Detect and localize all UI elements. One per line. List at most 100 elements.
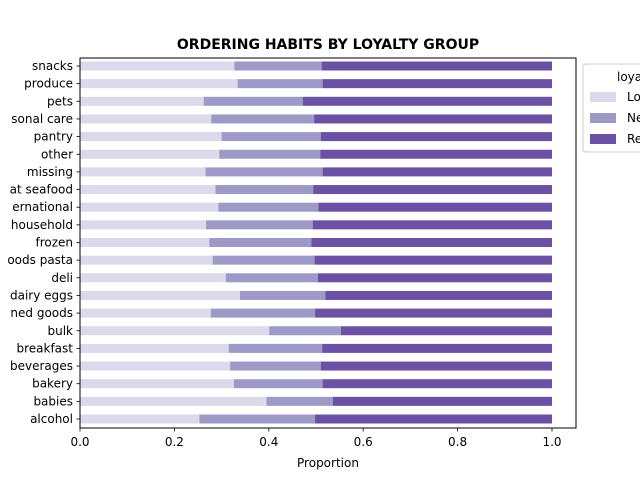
- y-ticks-group: alcohol babies bakery beverages breakfast bul…: [7, 59, 80, 426]
- y-tick-label: ernational: [12, 200, 73, 214]
- legend-swatch-1: [590, 113, 616, 123]
- bar-beverages-series-0: [80, 361, 231, 371]
- y-tick-label: bakery: [32, 377, 73, 391]
- x-tick-label: 1.0: [542, 435, 561, 449]
- y-tick-label: pantry: [34, 130, 73, 144]
- bar-other-series-1: [219, 149, 321, 159]
- bar-frozen-series-1: [209, 238, 312, 247]
- bar-other-series-2: [320, 149, 552, 159]
- bar-missing-series-0: [80, 167, 206, 177]
- bar-canned-goods-series-2: [315, 308, 552, 318]
- y-tick-label: alcohol: [30, 412, 73, 426]
- bar-bakery-series-0: [80, 379, 234, 389]
- bar-international-series-0: [80, 202, 219, 212]
- legend-title: loya: [617, 70, 640, 84]
- bar-pantry-series-1: [221, 132, 321, 142]
- x-ticks-group: 0.0 0.2 0.4 0.6 0.8 1.0: [70, 428, 562, 449]
- bar-bulk-series-1: [269, 326, 342, 336]
- bar-pantry-series-2: [320, 132, 552, 142]
- bar-dairy-eggs-series-1: [240, 290, 326, 300]
- y-tick-label: beverages: [10, 359, 73, 373]
- bar-bakery-series-1: [233, 379, 323, 389]
- bar-produce-series-2: [322, 79, 552, 89]
- x-tick-label: 0.4: [259, 435, 278, 449]
- bar-missing-series-1: [205, 167, 323, 177]
- bar-pets-series-2: [302, 96, 552, 106]
- bar-beverages-series-2: [320, 361, 552, 371]
- bar-other-series-0: [80, 149, 220, 159]
- bar-meat-seafood-series-2: [313, 185, 552, 195]
- legend-label-2: Re: [627, 132, 640, 146]
- chart-title: ORDERING HABITS BY LOYALTY GROUP: [177, 37, 479, 53]
- bar-snacks-series-0: [80, 61, 235, 71]
- bar-beverages-series-1: [230, 361, 321, 371]
- bar-babies-series-1: [266, 396, 333, 406]
- bar-frozen-series-2: [311, 238, 552, 247]
- bar-personal-care-series-2: [314, 114, 552, 124]
- x-tick-label: 0.2: [165, 435, 184, 449]
- y-tick-label: oods pasta: [7, 253, 73, 267]
- y-tick-label: household: [11, 218, 73, 232]
- bar-household-series-1: [206, 220, 313, 230]
- bar-bulk-series-2: [341, 326, 552, 336]
- y-tick-label: missing: [27, 165, 73, 179]
- bar-deli-series-1: [225, 273, 318, 283]
- x-tick-label: 0.6: [354, 435, 373, 449]
- legend-label-0: Lo: [627, 90, 640, 104]
- bar-canned-goods-series-1: [210, 308, 316, 318]
- y-tick-label: bulk: [47, 324, 73, 338]
- legend-entries: Lo Ne Re: [590, 90, 640, 146]
- y-tick-label: deli: [51, 271, 73, 285]
- bar-international-series-1: [218, 202, 319, 212]
- bar-deli-series-0: [80, 273, 226, 283]
- bar-bulk-series-0: [80, 326, 270, 336]
- y-tick-label: breakfast: [16, 341, 73, 355]
- legend-label-1: Ne: [627, 111, 640, 125]
- bar-household-series-0: [80, 220, 207, 230]
- bar-household-series-2: [312, 220, 552, 230]
- bar-babies-series-0: [80, 396, 267, 406]
- bar-pantry-series-0: [80, 132, 222, 142]
- bar-frozen-series-0: [80, 238, 210, 247]
- bar-babies-series-2: [332, 396, 552, 406]
- bar-meat-seafood-series-1: [215, 185, 314, 195]
- bar-dairy-eggs-series-0: [80, 290, 241, 300]
- y-tick-label: at seafood: [10, 183, 73, 197]
- bar-personal-care-series-1: [211, 114, 315, 124]
- bar-breakfast-series-2: [322, 343, 552, 353]
- legend-box: [582, 63, 640, 153]
- y-tick-label: pets: [47, 94, 73, 108]
- bar-snacks-series-2: [321, 61, 552, 71]
- y-tick-label: produce: [24, 77, 73, 91]
- y-tick-label: sonal care: [11, 112, 73, 126]
- bar-alcohol-series-0: [80, 414, 200, 424]
- y-tick-label: frozen: [35, 236, 73, 250]
- x-tick-label: 0.0: [70, 435, 89, 449]
- bar-produce-series-0: [80, 79, 238, 89]
- bar-produce-series-1: [237, 79, 323, 89]
- x-tick-label: 0.8: [448, 435, 467, 449]
- y-tick-label: other: [41, 147, 73, 161]
- bar-breakfast-series-1: [228, 343, 323, 353]
- y-tick-label: ned goods: [10, 306, 73, 320]
- bar-snacks-series-1: [234, 61, 322, 71]
- bar-pets-series-1: [203, 96, 303, 106]
- bar-missing-series-2: [322, 167, 552, 177]
- bar-dairy-eggs-series-2: [325, 290, 552, 300]
- bar-canned-goods-series-0: [80, 308, 211, 318]
- bar-bakery-series-2: [322, 379, 552, 389]
- bar-dry-goods-pasta-series-0: [80, 255, 213, 265]
- bar-dry-goods-pasta-series-1: [212, 255, 315, 265]
- bar-personal-care-series-0: [80, 114, 212, 124]
- bar-dry-goods-pasta-series-2: [314, 255, 552, 265]
- bar-international-series-2: [318, 202, 552, 212]
- bar-breakfast-series-0: [80, 343, 229, 353]
- y-tick-label: dairy eggs: [10, 288, 73, 302]
- bar-alcohol-series-1: [199, 414, 316, 424]
- y-tick-label: snacks: [32, 59, 73, 73]
- legend-swatch-0: [590, 92, 616, 102]
- bar-alcohol-series-2: [315, 414, 552, 424]
- legend: loya Lo Ne Re: [582, 63, 640, 153]
- plot-frame: [79, 57, 577, 429]
